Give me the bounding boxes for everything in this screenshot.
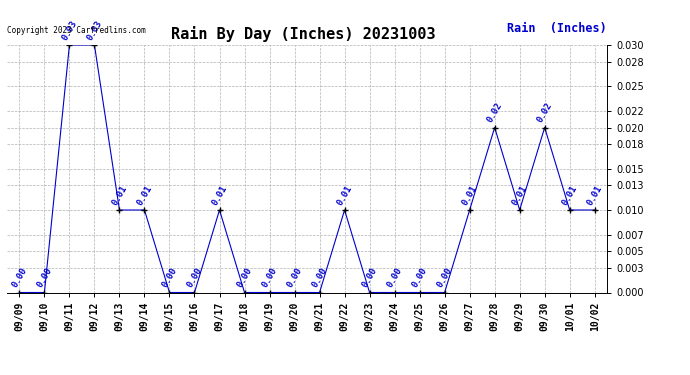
Text: 0.00: 0.00 bbox=[160, 266, 179, 289]
Text: 0.03: 0.03 bbox=[60, 19, 79, 42]
Text: 0.01: 0.01 bbox=[135, 184, 154, 207]
Text: 0.00: 0.00 bbox=[411, 266, 429, 289]
Text: 0.00: 0.00 bbox=[35, 266, 54, 289]
Text: 0.00: 0.00 bbox=[235, 266, 254, 289]
Text: 0.01: 0.01 bbox=[210, 184, 229, 207]
Text: 0.02: 0.02 bbox=[535, 101, 554, 124]
Text: Copyright 2023 Carfredlins.com: Copyright 2023 Carfredlins.com bbox=[7, 26, 146, 35]
Text: 0.03: 0.03 bbox=[85, 19, 104, 42]
Text: 0.01: 0.01 bbox=[335, 184, 354, 207]
Text: Rain By Day (Inches) 20231003: Rain By Day (Inches) 20231003 bbox=[171, 26, 436, 42]
Text: 0.00: 0.00 bbox=[360, 266, 379, 289]
Text: 0.01: 0.01 bbox=[460, 184, 479, 207]
Text: 0.00: 0.00 bbox=[285, 266, 304, 289]
Text: 0.00: 0.00 bbox=[435, 266, 454, 289]
Text: 0.00: 0.00 bbox=[385, 266, 404, 289]
Text: 0.01: 0.01 bbox=[585, 184, 604, 207]
Text: 0.02: 0.02 bbox=[485, 101, 504, 124]
Text: 0.01: 0.01 bbox=[560, 184, 579, 207]
Text: 0.00: 0.00 bbox=[185, 266, 204, 289]
Text: 0.00: 0.00 bbox=[10, 266, 29, 289]
Text: 0.01: 0.01 bbox=[110, 184, 129, 207]
Text: 0.00: 0.00 bbox=[310, 266, 329, 289]
Text: 0.01: 0.01 bbox=[511, 184, 529, 207]
Text: Rain  (Inches): Rain (Inches) bbox=[507, 22, 607, 35]
Text: 0.00: 0.00 bbox=[260, 266, 279, 289]
